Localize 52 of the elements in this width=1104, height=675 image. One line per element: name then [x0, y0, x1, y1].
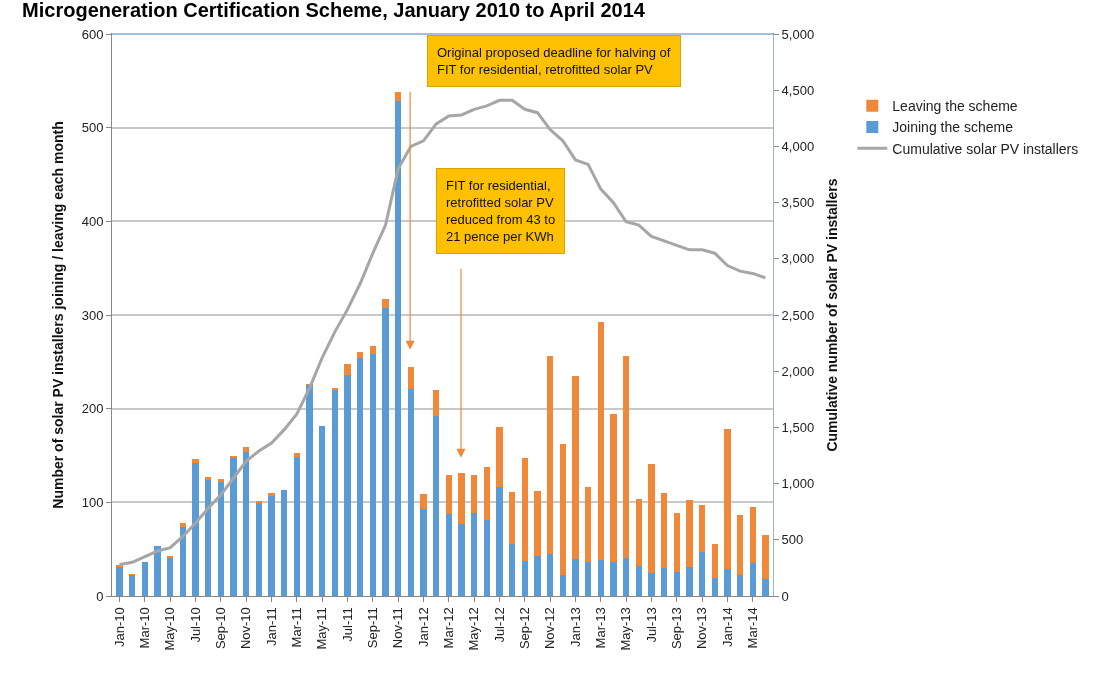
x-tick-label: Nov-13: [694, 607, 710, 650]
y2-tick-label: 1,000: [781, 476, 815, 492]
x-tick-label: Jan-12: [415, 607, 431, 647]
annotation: Original proposed deadline for halving of FIT for residential, retrofitted solar PV: [437, 45, 671, 77]
x-tick-label: Jul-10: [187, 607, 203, 643]
y2-tick-label: 1,500: [781, 419, 815, 435]
x-tick-label: Sep-11: [365, 607, 381, 649]
y-axis-title: Number of solar PV installers joining / leaving each month: [50, 121, 67, 509]
x-tick-label: Nov-10: [238, 607, 254, 650]
y-tick-label: 400: [81, 213, 104, 229]
y2-tick-label: 2,000: [781, 363, 815, 379]
legend-label: Joining the scheme: [892, 119, 1014, 136]
x-tick-label: May-12: [466, 607, 482, 651]
x-tick-label: Sep-12: [517, 607, 533, 650]
x-tick-label: Jul-12: [491, 607, 507, 643]
y-tick-label: 500: [81, 120, 104, 136]
x-tick-label: Jan-11: [263, 607, 279, 646]
x-tick-label: Sep-10: [213, 607, 229, 650]
y-tick-label: 100: [81, 494, 104, 510]
legend-label: Leaving the scheme: [892, 98, 1018, 115]
x-tick-label: Nov-12: [542, 607, 558, 650]
x-tick-label: Jan-14: [719, 607, 735, 647]
x-tick-label: Jan-13: [567, 607, 583, 647]
y2-tick-label: 4,500: [781, 82, 815, 98]
y2-tick-label: 3,500: [781, 195, 815, 211]
y2-tick-label: 4,000: [781, 138, 815, 154]
chart-title: Microgeneration Certification Scheme, January 2010 to April 2014: [22, 0, 646, 22]
x-tick-label: May-10: [162, 607, 178, 651]
x-tick-label: Nov-11: [390, 607, 406, 649]
x-tick-label: Mar-10: [137, 607, 153, 649]
x-tick-label: Jul-13: [643, 607, 659, 643]
x-tick-label: May-13: [618, 607, 634, 651]
y2-axis-title: Cumulative number of solar PV installers: [824, 178, 841, 452]
x-tick-label: Sep-13: [668, 607, 684, 650]
y-tick-label: 200: [81, 401, 104, 417]
y2-tick-label: 2,500: [781, 307, 815, 323]
x-tick-label: May-11: [314, 607, 330, 650]
x-tick-label: Jan-10: [111, 607, 127, 647]
y2-tick-label: 0: [781, 588, 789, 604]
y2-tick-label: 500: [781, 532, 804, 548]
y2-tick-label: 3,000: [781, 251, 815, 267]
x-tick-label: Mar-11: [289, 607, 305, 648]
y-tick-label: 600: [81, 26, 104, 42]
legend-label: Cumulative solar PV installers: [892, 140, 1079, 157]
y-tick-label: 300: [81, 307, 104, 323]
y-tick-label: 0: [96, 588, 104, 604]
y2-tick-label: 5,000: [781, 26, 815, 42]
x-tick-label: Mar-12: [441, 607, 457, 649]
annotation: FIT for residential, retrofitted solar PV reduced from 43 to 21 pence per KWh: [446, 178, 556, 244]
x-tick-label: Mar-13: [593, 607, 609, 649]
x-tick-label: Mar-14: [744, 607, 760, 649]
x-tick-label: Jul-11: [339, 607, 355, 642]
